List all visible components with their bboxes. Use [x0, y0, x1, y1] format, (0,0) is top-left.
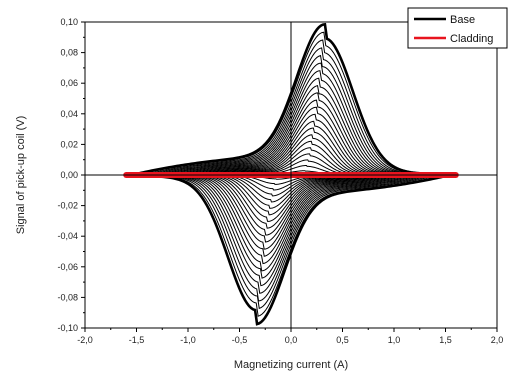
x-tick-label: 0,5: [336, 335, 349, 345]
y-tick-label: 0,08: [60, 48, 78, 58]
y-tick-label: -0,02: [57, 201, 78, 211]
y-tick-label: 0,02: [60, 139, 78, 149]
x-tick-label: 1,0: [388, 335, 401, 345]
legend-label-base: Base: [450, 14, 475, 26]
x-tick-label: 0,0: [285, 335, 298, 345]
legend-box: [407, 7, 508, 49]
legend-label-cladding: Cladding: [450, 33, 493, 45]
y-tick-label: -0,04: [57, 231, 78, 241]
y-tick-label: -0,10: [57, 323, 78, 333]
y-tick-label: 0,04: [60, 109, 78, 119]
y-tick-label: 0,00: [60, 170, 78, 180]
tick-marks: [81, 21, 498, 332]
y-tick-labels: 0,10 0,08 0,06 0,04 0,02 0,00 -0,02 -0,04 -0,06 -…: [57, 17, 78, 333]
x-tick-label: -1,0: [180, 335, 196, 345]
x-axis-title: Magnetizing current (A): [234, 359, 348, 371]
y-tick-label: -0,06: [57, 262, 78, 272]
y-axis-title: Signal of pick-up coil (V): [15, 116, 27, 235]
y-tick-label: 0,10: [60, 17, 78, 27]
x-tick-label: 1,5: [439, 335, 452, 345]
y-tick-label: -0,08: [57, 292, 78, 302]
x-tick-label: -1,5: [129, 335, 145, 345]
x-tick-label: -2,0: [77, 335, 93, 345]
legend: Base Cladding: [407, 7, 508, 49]
x-tick-label: 2,0: [491, 335, 504, 345]
y-tick-label: 0,06: [60, 78, 78, 88]
x-tick-label: -0,5: [232, 335, 248, 345]
x-tick-labels: -2,0 -1,5 -1,0 -0,5 0,0 0,5 1,0 1,5 2,0: [77, 335, 503, 345]
